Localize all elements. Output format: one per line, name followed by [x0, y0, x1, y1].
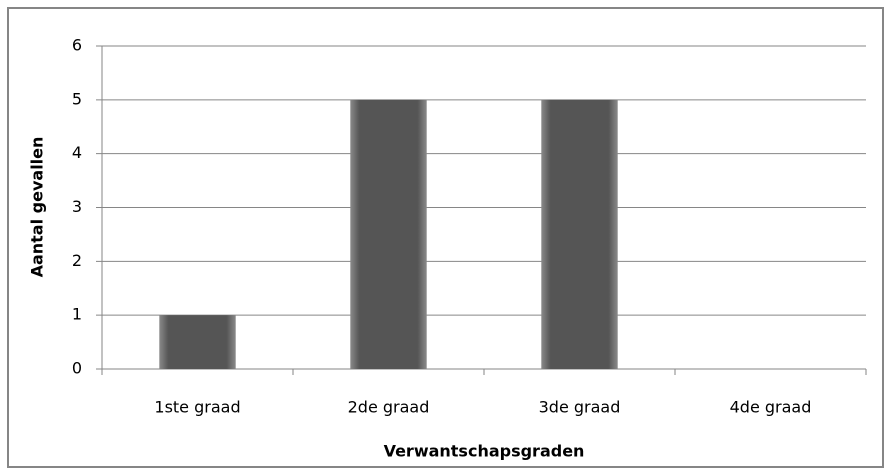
- x-tick-label: 2de graad: [348, 398, 430, 417]
- y-tick-label: 5: [72, 89, 82, 108]
- x-tick-label: 4de graad: [730, 398, 812, 417]
- bar: [350, 99, 427, 369]
- bar: [541, 99, 618, 369]
- y-tick-label: 4: [72, 143, 82, 162]
- y-tick-label: 2: [72, 251, 82, 270]
- bar: [159, 315, 236, 369]
- y-tick-label: 3: [72, 197, 82, 216]
- y-tick-label: 1: [72, 305, 82, 324]
- y-tick-label: 6: [72, 36, 82, 55]
- chart-border: [7, 7, 884, 468]
- x-axis-title: Verwantschapsgraden: [384, 442, 585, 461]
- x-tick-label: 3de graad: [539, 398, 621, 417]
- x-tick-label: 1ste graad: [154, 398, 240, 417]
- y-axis-title: Aantal gevallen: [28, 137, 47, 278]
- y-tick-label: 0: [72, 359, 82, 378]
